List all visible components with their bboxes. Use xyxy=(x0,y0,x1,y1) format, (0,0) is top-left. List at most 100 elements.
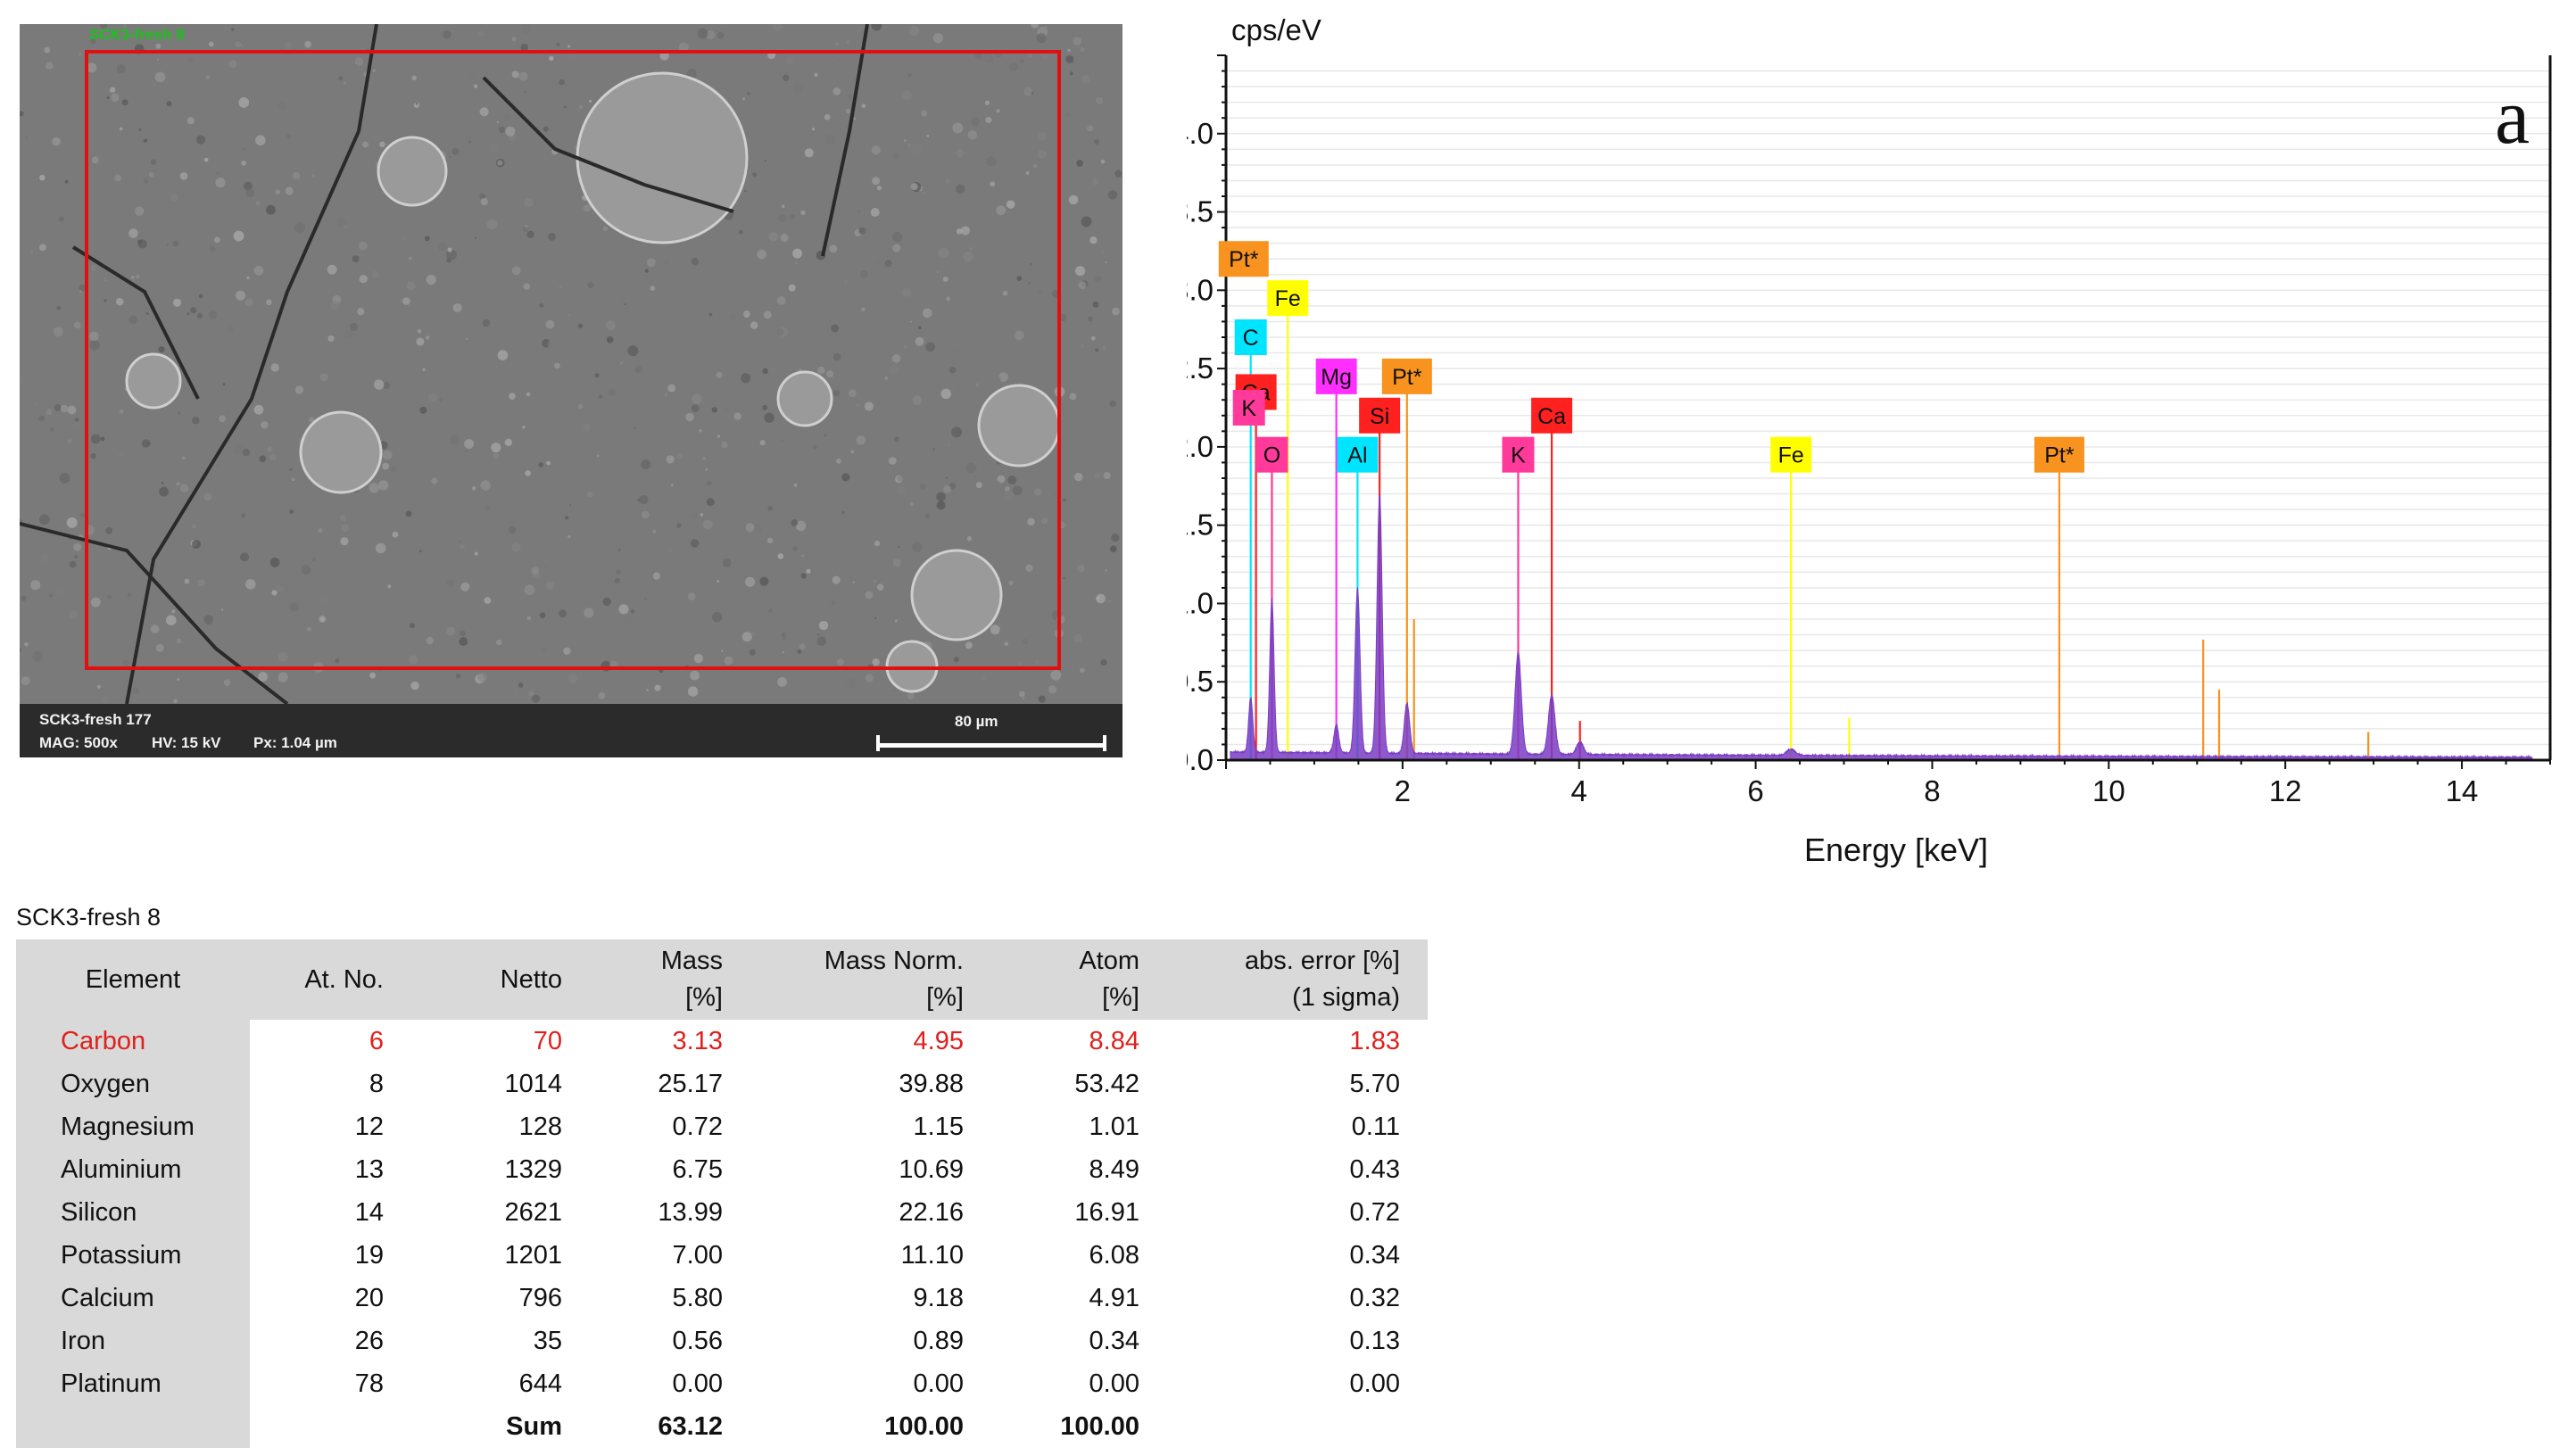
sem-grain xyxy=(567,45,571,48)
sem-grain xyxy=(1073,633,1082,643)
sem-grain xyxy=(443,29,451,39)
table-row: Magnesium 12 128 0.72 1.15 1.01 0.11 xyxy=(16,1105,1400,1148)
sem-grain xyxy=(948,443,951,447)
cell-mass: 3.13 xyxy=(672,1026,723,1055)
sem-grain xyxy=(104,299,107,302)
cell-element: Calcium xyxy=(61,1283,154,1312)
sem-grain xyxy=(482,318,491,327)
sem-grain xyxy=(422,368,426,371)
sem-grain xyxy=(518,71,528,81)
sem-grain xyxy=(373,379,385,390)
sem-grain xyxy=(915,336,924,346)
sem-grain xyxy=(235,186,242,192)
sem-grain xyxy=(1028,282,1031,285)
sem-grain xyxy=(267,447,272,451)
sem-grain xyxy=(804,148,814,158)
sem-grain xyxy=(352,255,360,263)
sem-grain xyxy=(945,476,949,479)
sem-grain xyxy=(768,608,773,613)
sem-grain xyxy=(493,452,500,459)
sem-grain xyxy=(960,226,971,236)
cell-atom: 53.42 xyxy=(1074,1069,1139,1098)
sem-grain xyxy=(857,404,859,407)
sem-grain xyxy=(54,404,62,411)
sem-grain xyxy=(498,440,501,443)
element-marker-box xyxy=(1315,358,1357,394)
sem-grain xyxy=(641,459,651,470)
sem-grain xyxy=(46,62,54,70)
cell-netto: 1014 xyxy=(504,1069,562,1098)
sem-grain xyxy=(1105,568,1108,572)
sem-grain xyxy=(1023,87,1033,96)
sem-grain xyxy=(845,108,851,114)
sem-grain xyxy=(511,542,521,552)
sem-grain xyxy=(450,434,460,444)
sem-grain xyxy=(873,579,877,583)
sem-grain xyxy=(242,448,251,457)
sem-crack xyxy=(482,76,734,213)
sem-grain xyxy=(792,546,798,551)
element-marker: C xyxy=(1234,319,1267,355)
sem-grain xyxy=(634,364,643,373)
sem-grain xyxy=(471,486,476,491)
spectrum-area xyxy=(1230,493,2533,761)
cell-abs-error: 0.34 xyxy=(1349,1240,1400,1270)
header-element: Element xyxy=(85,964,181,994)
sem-grain xyxy=(652,572,660,580)
sem-grain xyxy=(1044,25,1048,29)
sem-grain xyxy=(21,676,30,686)
sem-grain xyxy=(1008,580,1014,586)
sem-grain xyxy=(411,75,417,81)
sem-grain xyxy=(777,677,787,687)
sem-grain xyxy=(1038,289,1042,294)
sem-grain xyxy=(1016,276,1023,281)
sem-grain xyxy=(757,249,767,260)
cell-abs-error: 0.32 xyxy=(1349,1283,1400,1312)
sem-grain xyxy=(577,403,584,410)
sem-grain xyxy=(750,321,758,329)
sem-grain xyxy=(508,525,517,534)
sem-grain xyxy=(40,552,50,562)
sem-grain xyxy=(90,264,97,271)
sem-grain xyxy=(196,312,203,318)
sem-grain xyxy=(1080,667,1085,674)
sem-grain xyxy=(319,373,328,382)
sem-grain xyxy=(824,113,831,120)
x-tick-label: 12 xyxy=(2269,774,2302,807)
cell-atomic-number: 19 xyxy=(354,1240,384,1270)
sem-grain xyxy=(1090,335,1096,341)
sem-grain xyxy=(246,276,250,280)
sem-grain xyxy=(767,367,776,375)
sem-grain xyxy=(922,192,924,194)
cell-abs-error: 0.72 xyxy=(1349,1197,1400,1227)
sem-grain xyxy=(543,126,549,132)
sem-grain xyxy=(524,198,534,208)
sem-grain xyxy=(667,548,673,553)
sem-sphere xyxy=(776,370,833,427)
sem-grain xyxy=(497,160,503,166)
sem-grain xyxy=(922,308,932,318)
x-tick-label: 14 xyxy=(2446,774,2479,807)
sem-grain xyxy=(20,111,24,117)
x-tick-label: 4 xyxy=(1571,774,1587,807)
sem-grain xyxy=(25,136,28,139)
sem-grain xyxy=(369,672,377,679)
sem-grain xyxy=(485,505,491,511)
sem-grain xyxy=(293,171,301,180)
sem-grain xyxy=(794,261,798,265)
sem-grain xyxy=(706,30,716,40)
sem-grain xyxy=(951,347,959,355)
sem-grain xyxy=(644,269,649,273)
sem-info-bar: SCK3-fresh 177 MAG: 500x HV: 15 kV Px: 1… xyxy=(20,704,1122,757)
sem-grain xyxy=(800,573,807,579)
y-tick-label: 0.0 xyxy=(1187,743,1214,776)
sem-grain xyxy=(255,201,261,206)
sem-grain xyxy=(497,350,509,360)
sem-grain xyxy=(431,477,438,484)
sem-grain xyxy=(608,388,616,396)
sum-cell-element xyxy=(16,1405,250,1448)
sem-grain xyxy=(793,483,798,487)
y-tick-label: 1.0 xyxy=(1187,586,1214,619)
sem-grain xyxy=(269,558,280,567)
sem-grain xyxy=(892,153,899,161)
